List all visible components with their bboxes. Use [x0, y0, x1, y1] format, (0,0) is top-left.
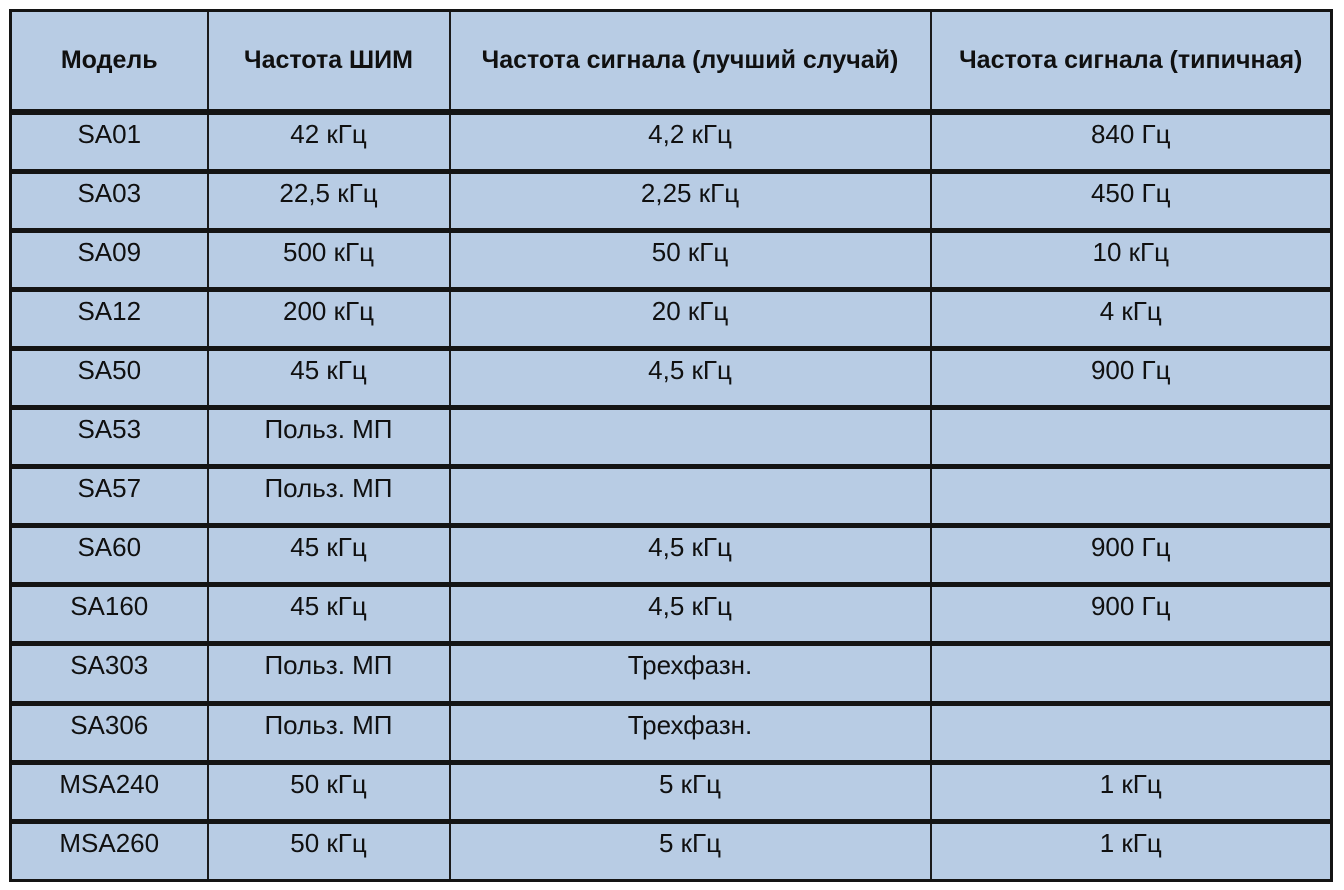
cell-signal-frequency-typical	[929, 405, 1333, 467]
cell-model: SA57	[9, 464, 209, 526]
table-row: SA01 42 кГц 4,2 кГц 840 Гц	[9, 112, 1333, 172]
cell-signal-frequency-best	[448, 464, 932, 526]
cell-pwm-frequency: 45 кГц	[206, 345, 451, 408]
cell-pwm-frequency: 50 кГц	[206, 759, 451, 822]
table-row: SA09 500 кГц 50 кГц 10 кГц	[9, 227, 1333, 290]
table-row: SA306 Польз. МП Трехфазн.	[9, 700, 1333, 763]
table-row: SA50 45 кГц 4,5 кГц 900 Гц	[9, 345, 1333, 408]
cell-signal-frequency-best: 4,5 кГц	[448, 523, 932, 585]
cell-signal-frequency-best: 4,5 кГц	[448, 345, 932, 408]
frequency-table: Модель Частота ШИМ Частота сигнала (лучш…	[9, 9, 1333, 882]
column-header-signal-frequency-typical: Частота сигнала (типичная)	[929, 10, 1333, 115]
cell-pwm-frequency: 22,5 кГц	[206, 168, 451, 231]
cell-signal-frequency-typical: 4 кГц	[929, 286, 1333, 349]
cell-model: MSA240	[9, 759, 209, 822]
table-header-row: Модель Частота ШИМ Частота сигнала (лучш…	[9, 10, 1333, 115]
cell-signal-frequency-typical	[929, 700, 1333, 763]
cell-pwm-frequency: Польз. МП	[206, 700, 451, 763]
cell-pwm-frequency: 500 кГц	[206, 227, 451, 290]
cell-signal-frequency-best: Трехфазн.	[448, 641, 932, 704]
cell-signal-frequency-typical: 10 кГц	[929, 227, 1333, 290]
cell-signal-frequency-best: 2,25 кГц	[448, 168, 932, 231]
cell-signal-frequency-best: 4,2 кГц	[448, 112, 932, 172]
column-header-pwm-frequency: Частота ШИМ	[206, 10, 451, 115]
table-row: MSA240 50 кГц 5 кГц 1 кГц	[9, 759, 1333, 822]
cell-signal-frequency-best: 5 кГц	[448, 818, 932, 881]
cell-pwm-frequency: 200 кГц	[206, 286, 451, 349]
column-header-signal-frequency-best: Частота сигнала (лучший случай)	[448, 10, 932, 115]
cell-signal-frequency-typical: 900 Гц	[929, 582, 1333, 644]
cell-model: SA12	[9, 286, 209, 349]
cell-pwm-frequency: Польз. МП	[206, 464, 451, 526]
table-row: SA12 200 кГц 20 кГц 4 кГц	[9, 286, 1333, 349]
cell-signal-frequency-best: 20 кГц	[448, 286, 932, 349]
cell-pwm-frequency: Польз. МП	[206, 641, 451, 704]
cell-signal-frequency-typical: 900 Гц	[929, 345, 1333, 408]
cell-model: SA09	[9, 227, 209, 290]
cell-model: SA53	[9, 405, 209, 467]
cell-model: SA01	[9, 112, 209, 172]
cell-signal-frequency-best: 5 кГц	[448, 759, 932, 822]
table-row: SA60 45 кГц 4,5 кГц 900 Гц	[9, 523, 1333, 585]
cell-model: SA50	[9, 345, 209, 408]
cell-signal-frequency-best: Трехфазн.	[448, 700, 932, 763]
cell-model: SA160	[9, 582, 209, 644]
table-row: SA160 45 кГц 4,5 кГц 900 Гц	[9, 582, 1333, 644]
cell-pwm-frequency: 50 кГц	[206, 818, 451, 881]
cell-signal-frequency-best: 50 кГц	[448, 227, 932, 290]
cell-signal-frequency-typical: 1 кГц	[929, 818, 1333, 881]
cell-signal-frequency-best: 4,5 кГц	[448, 582, 932, 644]
cell-model: SA60	[9, 523, 209, 585]
cell-pwm-frequency: 45 кГц	[206, 523, 451, 585]
table-row: SA57 Польз. МП	[9, 464, 1333, 526]
cell-signal-frequency-typical: 450 Гц	[929, 168, 1333, 231]
cell-signal-frequency-typical: 840 Гц	[929, 112, 1333, 172]
column-header-model: Модель	[9, 10, 209, 115]
table-body: SA01 42 кГц 4,2 кГц 840 Гц SA03 22,5 кГц 2,25 …	[9, 112, 1333, 881]
cell-model: SA03	[9, 168, 209, 231]
cell-pwm-frequency: 45 кГц	[206, 582, 451, 644]
table-row: SA03 22,5 кГц 2,25 кГц 450 Гц	[9, 168, 1333, 231]
cell-signal-frequency-typical	[929, 641, 1333, 704]
cell-signal-frequency-best	[448, 405, 932, 467]
cell-model: SA306	[9, 700, 209, 763]
table-row: MSA260 50 кГц 5 кГц 1 кГц	[9, 818, 1333, 881]
cell-signal-frequency-typical: 1 кГц	[929, 759, 1333, 822]
table-row: SA53 Польз. МП	[9, 405, 1333, 467]
cell-model: SA303	[9, 641, 209, 704]
cell-signal-frequency-typical	[929, 464, 1333, 526]
cell-model: MSA260	[9, 818, 209, 881]
table-row: SA303 Польз. МП Трехфазн.	[9, 641, 1333, 704]
cell-pwm-frequency: 42 кГц	[206, 112, 451, 172]
cell-signal-frequency-typical: 900 Гц	[929, 523, 1333, 585]
cell-pwm-frequency: Польз. МП	[206, 405, 451, 467]
